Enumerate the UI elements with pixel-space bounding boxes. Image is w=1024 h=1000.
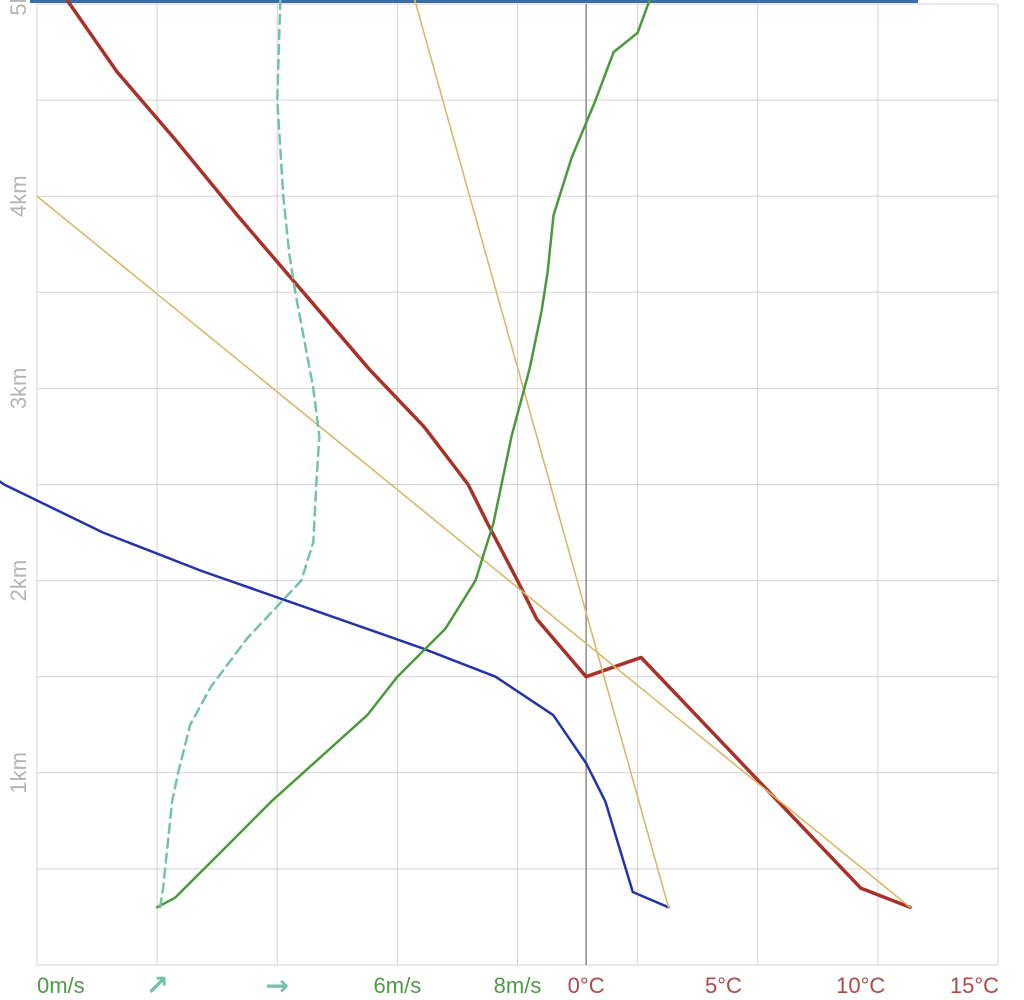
wind-tick-label: 6m/s: [374, 973, 422, 998]
wind-direction-arrow-icon: →: [266, 969, 289, 1000]
chart-series: [0, 0, 912, 910]
y-tick-label: 4km: [6, 175, 31, 217]
temperature-tick-label: 0°C: [568, 973, 605, 998]
y-tick-label: 3km: [6, 368, 31, 410]
top-border-bar: [30, 0, 918, 3]
series-line-1: [65, 0, 912, 910]
series-line-4: [413, 0, 670, 909]
y-tick-label: 2km: [6, 560, 31, 602]
temperature-tick-label: 10°C: [836, 973, 885, 998]
series-line-2: [0, 480, 670, 909]
y-tick-label: 1km: [6, 752, 31, 794]
series-line-6: [158, 0, 321, 909]
chart-axis-labels: 1km 2km 3km 4km 5k 0m/s 6m/s 8m/s ↗ → 0°C 5°C 10°C 15…: [6, 0, 999, 1000]
wind-tick-label: 0m/s: [37, 973, 85, 998]
series-line-5: [155, 0, 651, 909]
series-line-3: [36, 195, 911, 909]
wind-tick-label: 8m/s: [494, 973, 542, 998]
temperature-tick-label: 15°C: [950, 973, 999, 998]
temperature-tick-label: 5°C: [705, 973, 742, 998]
wind-direction-arrow-icon: ↗: [145, 969, 168, 1000]
chart-grid: [36, 3, 999, 966]
y-tick-label: 5k: [6, 0, 31, 16]
